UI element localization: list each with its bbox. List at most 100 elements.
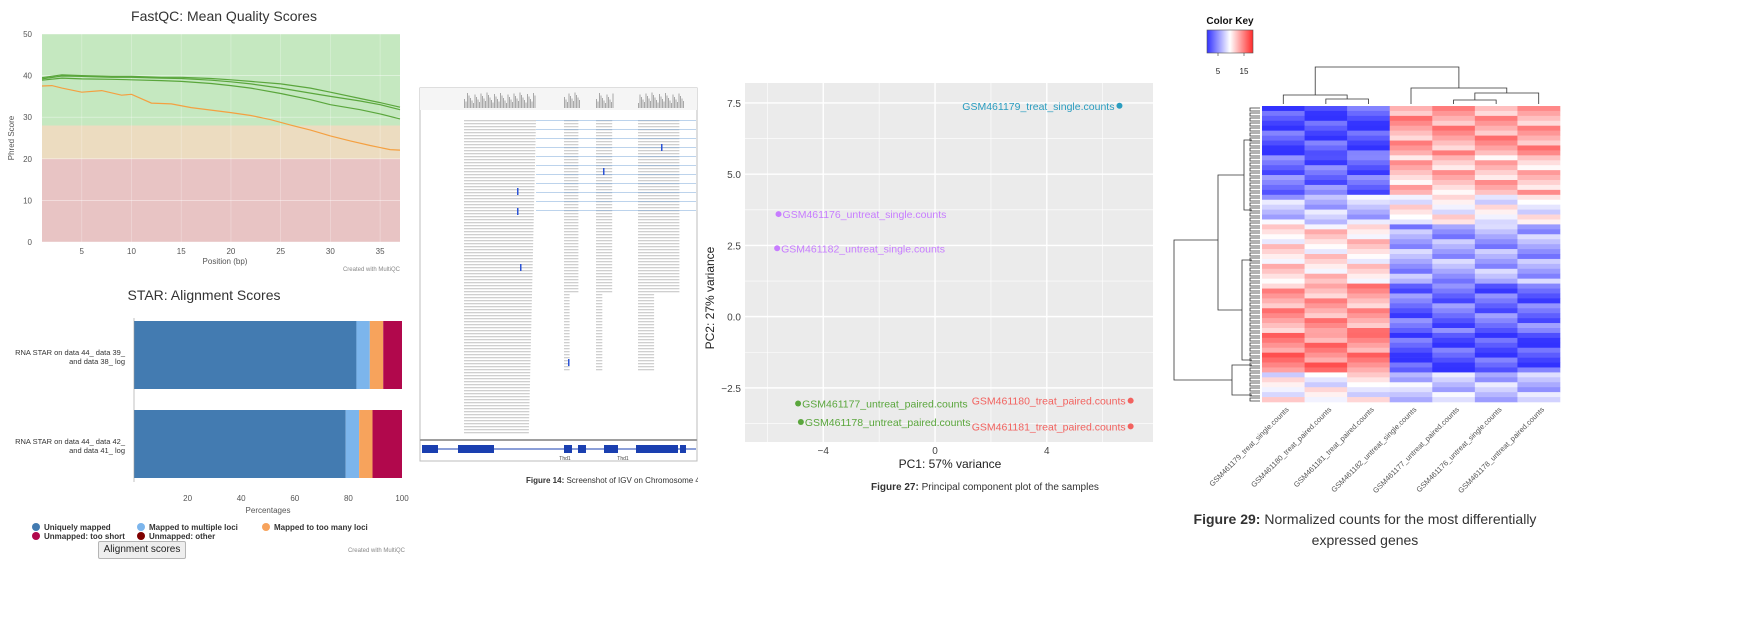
heatmap-cell (1347, 278, 1391, 284)
heatmap-cell (1389, 244, 1433, 250)
heatmap-cell (1517, 303, 1561, 309)
igv-exon (458, 445, 494, 453)
heatmap-cell (1304, 175, 1348, 181)
pca-point (795, 400, 802, 407)
igv-read (564, 303, 570, 305)
heatmap-cell (1517, 254, 1561, 260)
igv-coverage-bar (596, 99, 597, 108)
igv-read (464, 168, 535, 170)
heatmap-cell (1304, 140, 1348, 146)
heatmap-cell (1347, 189, 1391, 196)
heatmap-cell (1474, 184, 1518, 191)
igv-read (596, 225, 613, 227)
igv-read (464, 264, 533, 266)
heatmap-cell (1517, 263, 1561, 270)
igv-read (464, 165, 535, 167)
igv-coverage-bar (653, 95, 654, 108)
igv-coverage-bar (645, 93, 647, 108)
igv-read (564, 132, 579, 134)
igv-read (464, 348, 531, 350)
igv-read (596, 276, 613, 278)
heatmap-cell (1304, 189, 1348, 196)
heatmap-cell (1517, 125, 1561, 131)
heatmap-cell (1347, 268, 1391, 275)
heatmap-cell (1517, 189, 1561, 196)
igv-read (638, 150, 680, 152)
igv-read (564, 252, 579, 254)
heatmap-cell (1432, 180, 1476, 186)
heatmap-cell (1262, 254, 1305, 260)
fastqc-y-tick: 30 (23, 113, 32, 122)
heatmap-cell (1347, 224, 1391, 230)
heatmap-cell (1517, 362, 1561, 368)
igv-read (464, 387, 530, 389)
igv-coverage-bar (509, 97, 510, 108)
igv-read (564, 279, 579, 281)
star-bar-segment (345, 410, 360, 478)
heatmap-cell (1517, 224, 1561, 230)
igv-read (464, 336, 532, 338)
heatmap-cell (1432, 387, 1476, 393)
heatmap-cell (1474, 115, 1518, 122)
igv-read (638, 252, 680, 254)
heatmap-cell (1474, 268, 1518, 275)
heatmap-cell (1389, 328, 1433, 334)
igv-read (638, 270, 680, 272)
heatmap-column-dendrogram (1410, 87, 1508, 104)
igv-coverage-bar (678, 93, 680, 108)
heatmap-cell (1432, 278, 1476, 284)
heatmap-cell (1262, 308, 1305, 314)
heatmap-cell (1347, 214, 1391, 220)
heatmap-cell (1474, 214, 1518, 220)
heatmap-cell (1347, 323, 1391, 329)
igv-read (638, 315, 655, 317)
heatmap-cell (1262, 367, 1305, 373)
heatmap-cell (1262, 189, 1305, 196)
igv-read (464, 252, 533, 254)
igv-coverage-bar (476, 97, 477, 108)
igv-read (596, 321, 603, 323)
figure-27-caption: Figure 27: Principal component plot of t… (871, 482, 1099, 493)
heatmap-cell (1262, 165, 1305, 171)
figure-27-text: Principal component plot of the samples (918, 482, 1099, 493)
heatmap-cell (1432, 209, 1476, 215)
igv-read (564, 351, 570, 353)
igv-read (464, 420, 530, 422)
igv-read (464, 303, 532, 305)
igv-read (638, 363, 655, 365)
igv-coverage-bar (642, 99, 644, 108)
igv-read (464, 384, 530, 386)
igv-read (638, 345, 655, 347)
heatmap-cell (1474, 229, 1518, 235)
igv-read (564, 312, 570, 314)
igv-read (564, 315, 570, 317)
igv-coverage-bar (521, 95, 522, 108)
heatmap-row-dendrogram (1249, 222, 1260, 227)
igv-read (564, 327, 570, 329)
igv-coverage-bar (465, 101, 467, 108)
heatmap-cell (1304, 328, 1348, 334)
heatmap-row-dendrogram (1249, 237, 1260, 242)
igv-coverage-bar (525, 102, 527, 108)
pca-point-label: GSM461182_untreat_single.counts (781, 243, 945, 255)
igv-coverage-bar (522, 97, 524, 108)
alignment-scores-button[interactable]: Alignment scores (98, 541, 186, 559)
heatmap-cell (1347, 377, 1391, 383)
igv-read (638, 276, 680, 278)
heatmap-cell (1517, 323, 1561, 329)
fastqc-mean-quality-chart: FastQC: Mean Quality Scores 5 10 15 20 25 30 3… (7, 8, 401, 273)
fastqc-x-tick: 35 (376, 247, 385, 256)
igv-coverage-bar (503, 98, 504, 108)
igv-divider (420, 439, 697, 441)
igv-read (596, 345, 603, 347)
igv-read (596, 228, 613, 230)
igv-read (464, 351, 531, 353)
igv-read (464, 315, 532, 317)
heatmap-cell (1389, 288, 1433, 294)
igv-coverage-bar (666, 95, 668, 108)
heatmap-cell (1474, 165, 1518, 171)
heatmap-cell (1517, 308, 1561, 314)
igv-read (464, 246, 534, 248)
star-legend-label: Unmapped: other (149, 532, 215, 541)
heatmap-cell (1432, 106, 1476, 112)
